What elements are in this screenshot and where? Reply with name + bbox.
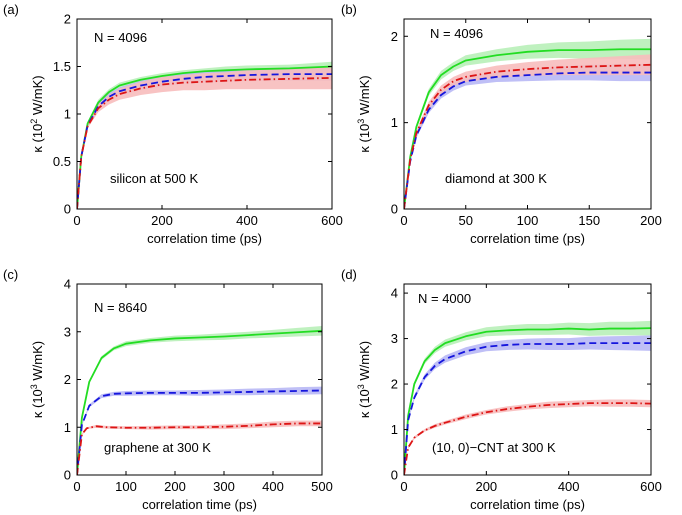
y-tick-label: 2 [64,372,71,387]
y-axis-label-exponent: 3 [356,119,366,124]
error-band-red [404,54,651,209]
y-tick-label: 1 [64,420,71,435]
y-tick-label: 2 [64,12,71,27]
y-axis-label-unit: W/mK) [357,75,372,118]
y-axis-label-prefix: κ (10 [30,124,45,153]
series-line-red [77,422,322,475]
y-axis-label: κ (103 W/mK) [356,75,372,152]
series-line-red [404,402,651,475]
x-tick-label: 200 [151,213,173,228]
x-tick-label: 600 [640,479,662,494]
series-line-blue [77,73,332,209]
error-band-red [404,399,651,475]
y-tick-label: 1 [391,422,398,437]
x-axis-label: correlation time (ps) [470,497,585,512]
y-tick-label: 2 [391,29,398,44]
x-tick-label: 500 [311,479,333,494]
y-axis-label-exponent: 2 [29,119,39,124]
y-tick-label: 0 [64,468,71,483]
chart-panel-1: 0 200 400 600 0 0.5 1 1.5 2 correlation time (ps)… [3,2,343,246]
panel-label: (a) [3,2,19,17]
x-tick-label: 50 [459,213,473,228]
x-tick-label: 0 [73,213,80,228]
x-tick-label: 100 [115,479,137,494]
y-axis-label-prefix: κ (10 [357,389,372,418]
series-line-blue [77,389,322,475]
plot-area [404,38,651,209]
plot-area [404,320,651,475]
x-tick-label: 400 [558,479,580,494]
y-tick-label: 0 [391,202,398,217]
plot-area [77,326,322,475]
y-tick-label: 4 [391,286,398,301]
x-axis-label: correlation time (ps) [147,231,262,246]
error-band-blue [77,386,322,475]
series-line-red [404,63,651,209]
series-line-green [404,48,651,209]
series-line-green [77,329,322,475]
x-tick-label: 150 [578,213,600,228]
y-axis-label-unit: W/mK) [30,75,45,118]
annotation-material: silicon at 500 K [110,171,198,186]
y-tick-label: 3 [64,324,71,339]
error-band-red [77,66,332,209]
x-tick-label: 400 [236,213,258,228]
plot-area [77,61,332,209]
annotation-atom-count: N = 4096 [94,30,147,45]
y-axis-label-exponent: 3 [29,384,39,389]
annotation-material: diamond at 300 K [445,171,547,186]
x-tick-label: 200 [475,479,497,494]
y-axis-label: κ (102 W/mK) [29,75,45,152]
panel-label: (c) [3,267,18,282]
chart-panel-4: 0 200 400 600 0 1 2 3 4 correlation time (ps) κ (1… [341,267,662,512]
y-axis-label-prefix: κ (10 [357,124,372,153]
error-band-blue [404,335,651,475]
x-tick-label: 100 [517,213,539,228]
annotation-material: graphene at 300 K [104,440,211,455]
axes-box [403,283,652,476]
x-tick-label: 0 [73,479,80,494]
panel-label: (d) [341,267,357,282]
annotation-atom-count: N = 8640 [94,300,147,315]
y-tick-label: 4 [64,277,71,292]
panel-label: (b) [341,2,357,17]
y-tick-label: 2 [391,377,398,392]
x-axis-label: correlation time (ps) [470,231,585,246]
y-axis-label-prefix: κ (10 [30,389,45,418]
y-axis-label-exponent: 3 [356,384,366,389]
annotation-material: (10, 0)−CNT at 300 K [432,440,556,455]
series-line-green [404,327,651,475]
x-tick-label: 200 [164,479,186,494]
series-line-red [77,77,332,209]
series-line-green [77,65,332,209]
y-axis-label: κ (103 W/mK) [29,341,45,418]
y-tick-label: 1 [391,115,398,130]
y-tick-label: 1.5 [53,59,71,74]
x-tick-label: 200 [640,213,662,228]
y-tick-label: 3 [391,331,398,346]
x-tick-label: 600 [321,213,343,228]
chart-panel-2: 0 50 100 150 200 0 1 2 correlation time (ps) κ (1… [341,2,662,246]
series-line-blue [404,342,651,475]
y-tick-label: 0.5 [53,154,71,169]
error-band-blue [404,63,651,209]
x-tick-label: 400 [262,479,284,494]
annotation-atom-count: N = 4000 [418,291,471,306]
x-axis-label: correlation time (ps) [142,497,257,512]
y-tick-label: 1 [64,107,71,122]
x-tick-label: 300 [213,479,235,494]
x-tick-label: 0 [400,479,407,494]
y-tick-label: 0 [391,468,398,483]
y-axis-label-unit: W/mK) [357,341,372,384]
y-axis-label: κ (103 W/mK) [356,341,372,418]
x-tick-label: 0 [400,213,407,228]
y-tick-label: 0 [64,202,71,217]
annotation-atom-count: N = 4096 [430,26,483,41]
y-axis-label-unit: W/mK) [30,341,45,384]
chart-panel-3: 0 100 200 300 400 500 0 1 2 3 4 correlation time (p… [3,267,333,512]
